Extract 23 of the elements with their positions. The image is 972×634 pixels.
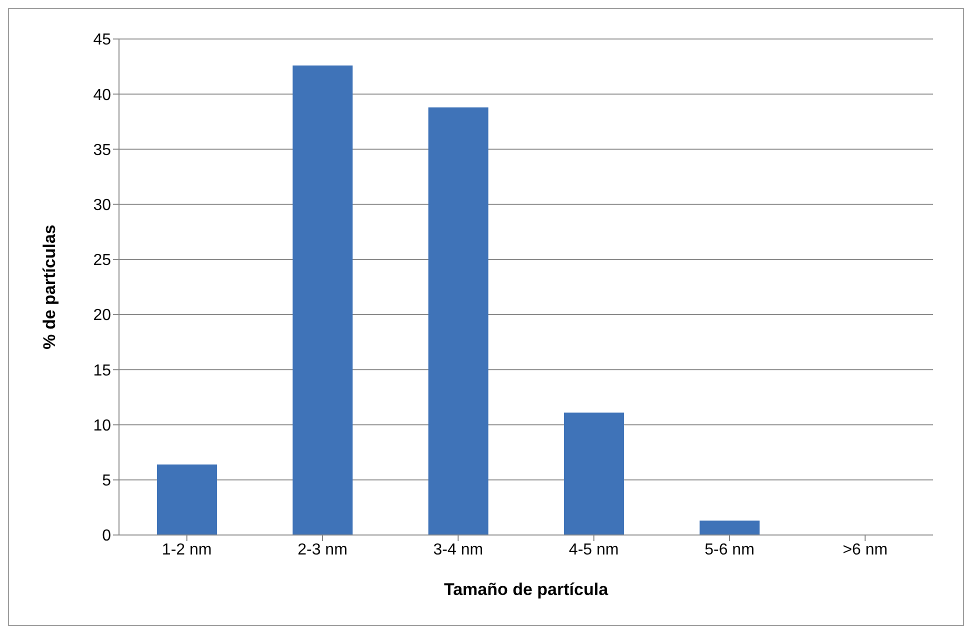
bar [292, 65, 353, 535]
bar [156, 464, 217, 535]
y-tick-label: 20 [93, 307, 112, 324]
x-tick-label: 2-3 nm [298, 541, 348, 558]
y-tick-label: 35 [93, 142, 112, 159]
y-tick-label: 5 [102, 472, 112, 490]
x-tick-label: 4-5 nm [568, 541, 619, 558]
y-tick-label: 30 [93, 197, 112, 214]
y-axis-title: % de partículas [40, 224, 60, 350]
x-tick-label: >6 nm [842, 541, 888, 558]
y-tick-label: 25 [93, 252, 112, 270]
x-tick-label: 5-6 nm [704, 541, 754, 558]
y-tick-label: 0 [102, 528, 112, 545]
bar [428, 107, 488, 535]
bar [564, 412, 624, 535]
x-tick-label: 3-4 nm [433, 541, 484, 558]
y-tick-label: 15 [93, 362, 112, 380]
y-tick-label: 10 [93, 417, 112, 434]
x-axis-title: Tamaño de partícula [444, 580, 609, 599]
x-tick-label: 1-2 nm [162, 541, 212, 558]
y-tick-label: 40 [93, 86, 112, 104]
bar [700, 520, 760, 535]
y-tick-label: 45 [93, 32, 112, 49]
